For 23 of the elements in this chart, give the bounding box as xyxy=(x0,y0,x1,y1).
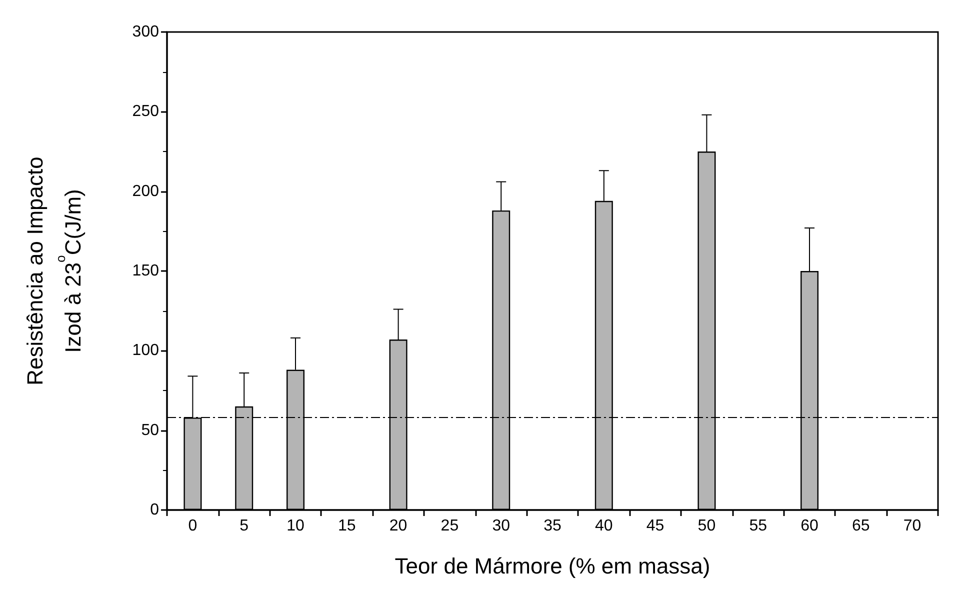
y-tick-label: 200 xyxy=(132,182,160,200)
x-tick-label: 35 xyxy=(544,518,562,534)
x-tick-label: 60 xyxy=(800,518,818,534)
x-tick-label: 0 xyxy=(188,518,198,534)
x-tick-label: 45 xyxy=(646,518,664,534)
y-tick-label: 100 xyxy=(132,342,160,360)
x-tick-label: 10 xyxy=(286,518,304,534)
x-tick-label: 55 xyxy=(749,518,768,534)
x-tick-label: 70 xyxy=(903,518,922,534)
y-tick-label: 250 xyxy=(132,103,160,120)
y-tick-label: 300 xyxy=(132,24,160,40)
y-tick-label: 50 xyxy=(141,422,160,439)
x-tick-label: 20 xyxy=(389,518,408,534)
x-tick-label: 30 xyxy=(492,518,510,534)
x-tick-label: 50 xyxy=(698,518,716,534)
x-tick-label: 15 xyxy=(338,518,356,534)
y-tick-label: 0 xyxy=(150,502,160,518)
x-axis-title: Teor de Mármore (% em massa) xyxy=(394,554,710,578)
x-tick-label: 25 xyxy=(440,518,459,534)
x-tick-label: 40 xyxy=(595,518,613,534)
y-tick-label: 150 xyxy=(132,262,160,280)
x-tick-label: 5 xyxy=(240,518,249,534)
x-tick-label: 65 xyxy=(852,518,870,534)
